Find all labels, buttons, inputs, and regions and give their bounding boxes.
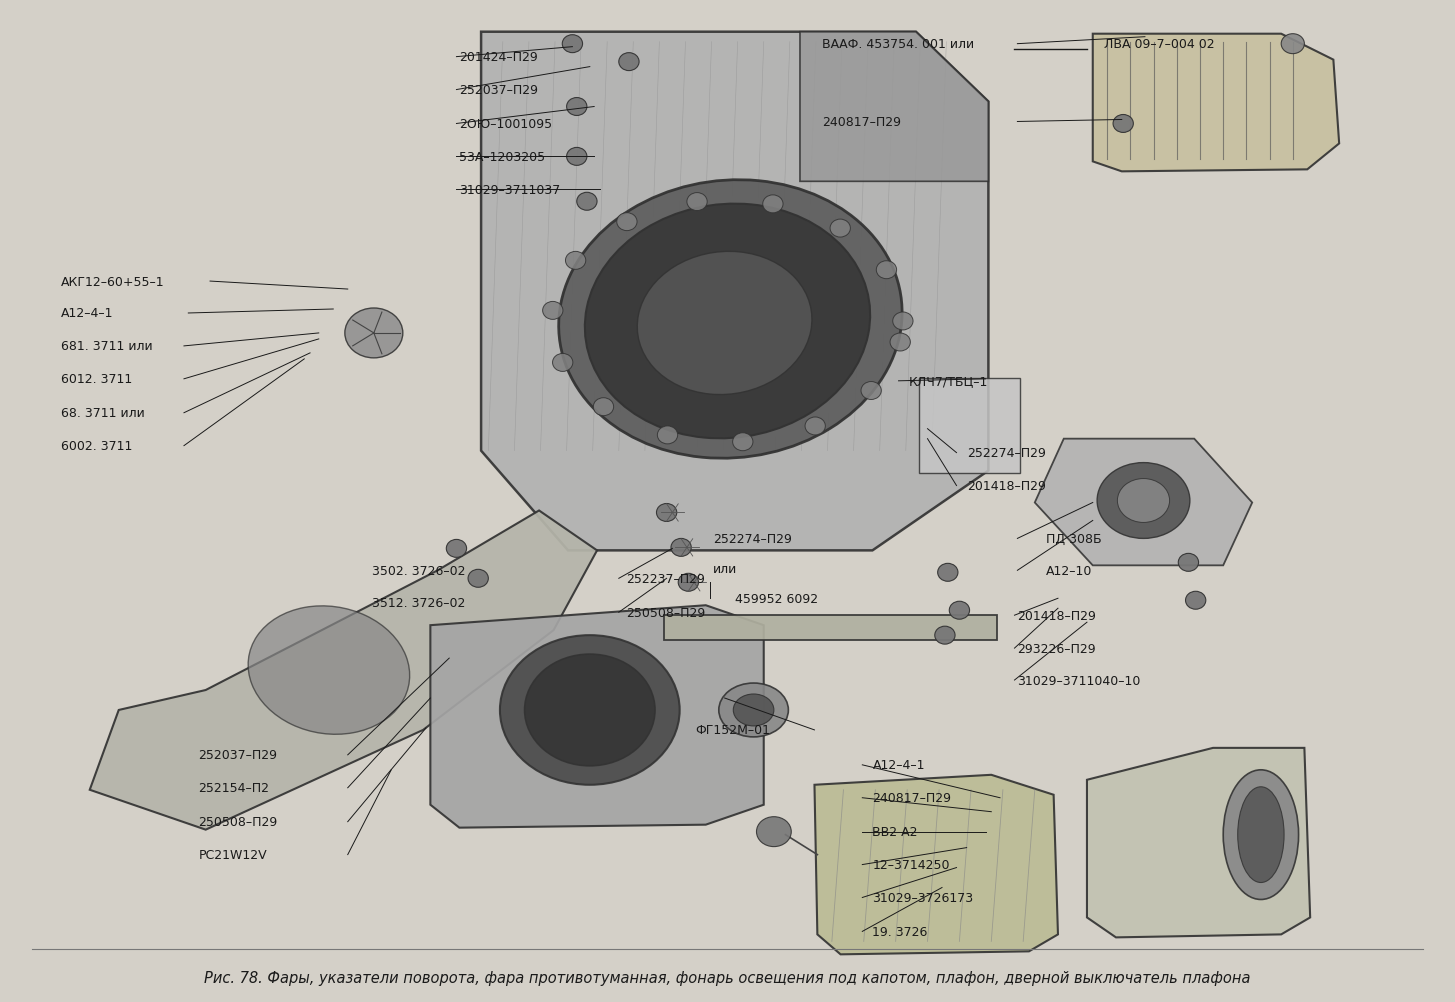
Ellipse shape xyxy=(1179,554,1199,572)
Ellipse shape xyxy=(618,53,639,71)
Ellipse shape xyxy=(757,817,792,847)
Polygon shape xyxy=(1035,439,1253,566)
Ellipse shape xyxy=(831,219,850,237)
Ellipse shape xyxy=(345,309,403,359)
Text: РС21W12V: РС21W12V xyxy=(198,849,268,862)
Ellipse shape xyxy=(937,564,957,582)
Text: 68. 3711 или: 68. 3711 или xyxy=(61,407,144,420)
Text: 12–3714250: 12–3714250 xyxy=(873,858,950,871)
Text: 252274–П29: 252274–П29 xyxy=(966,447,1046,460)
Ellipse shape xyxy=(501,635,679,785)
Polygon shape xyxy=(1087,748,1310,938)
Bar xyxy=(1110,49,1310,154)
Ellipse shape xyxy=(562,36,582,53)
Ellipse shape xyxy=(893,313,914,331)
Ellipse shape xyxy=(687,193,707,211)
Ellipse shape xyxy=(671,539,691,557)
Ellipse shape xyxy=(658,427,678,445)
Ellipse shape xyxy=(762,195,783,213)
Polygon shape xyxy=(1093,35,1339,172)
Text: ЛВА 09–7–004 02: ЛВА 09–7–004 02 xyxy=(1104,38,1215,51)
Ellipse shape xyxy=(1238,787,1285,883)
Bar xyxy=(663,615,997,640)
Text: КЛЧ7/ТБЦ–1: КЛЧ7/ТБЦ–1 xyxy=(909,375,988,388)
Text: 240817–П29: 240817–П29 xyxy=(822,116,901,129)
Ellipse shape xyxy=(553,354,573,372)
Text: А12–4–1: А12–4–1 xyxy=(873,759,925,772)
Text: ПД 308Б: ПД 308Б xyxy=(1046,532,1101,545)
Text: 293226–П29: 293226–П29 xyxy=(1017,642,1096,655)
Text: Рис. 78. Фары, указатели поворота, фара противотуманная, фонарь освещения под ка: Рис. 78. Фары, указатели поворота, фара … xyxy=(204,970,1251,985)
Ellipse shape xyxy=(447,540,467,558)
Ellipse shape xyxy=(678,574,698,591)
Text: 250508–П29: 250508–П29 xyxy=(626,606,706,619)
Ellipse shape xyxy=(594,399,614,416)
Ellipse shape xyxy=(585,204,870,439)
Bar xyxy=(1104,771,1213,910)
Text: 6012. 3711: 6012. 3711 xyxy=(61,373,132,386)
Text: 252237–П29: 252237–П29 xyxy=(626,572,704,585)
Text: 53А–1203205: 53А–1203205 xyxy=(460,150,546,163)
Ellipse shape xyxy=(469,570,489,588)
Ellipse shape xyxy=(1282,35,1304,54)
Ellipse shape xyxy=(566,253,586,271)
Text: 201418–П29: 201418–П29 xyxy=(1017,609,1096,622)
Ellipse shape xyxy=(934,626,954,644)
Text: 31029–3711040–10: 31029–3711040–10 xyxy=(1017,674,1141,686)
Ellipse shape xyxy=(656,504,677,522)
Text: 31029–3726173: 31029–3726173 xyxy=(873,891,973,904)
Text: 252154–П2: 252154–П2 xyxy=(198,782,269,795)
Text: 2ОЮ–1001095: 2ОЮ–1001095 xyxy=(460,118,553,131)
Ellipse shape xyxy=(733,694,774,726)
Text: АКГ12–60+55–1: АКГ12–60+55–1 xyxy=(61,276,164,289)
Text: 252037–П29: 252037–П29 xyxy=(460,84,538,97)
Text: 201418–П29: 201418–П29 xyxy=(966,480,1046,493)
Ellipse shape xyxy=(890,334,911,352)
Text: 3502. 3726–02: 3502. 3726–02 xyxy=(372,564,466,577)
Polygon shape xyxy=(482,33,988,551)
Ellipse shape xyxy=(559,180,902,459)
Ellipse shape xyxy=(249,606,410,734)
Ellipse shape xyxy=(1186,591,1206,609)
Text: 681. 3711 или: 681. 3711 или xyxy=(61,340,153,353)
Text: 240817–П29: 240817–П29 xyxy=(873,792,952,805)
Ellipse shape xyxy=(805,418,825,436)
Polygon shape xyxy=(815,775,1058,954)
Text: 6002. 3711: 6002. 3711 xyxy=(61,440,132,453)
Text: ВВ2 А2: ВВ2 А2 xyxy=(873,826,918,839)
Ellipse shape xyxy=(876,262,896,280)
Ellipse shape xyxy=(861,382,882,400)
Ellipse shape xyxy=(576,193,597,211)
Ellipse shape xyxy=(566,98,586,116)
Ellipse shape xyxy=(525,654,655,767)
Text: А12–10: А12–10 xyxy=(1046,564,1093,577)
Text: или: или xyxy=(713,562,738,575)
Ellipse shape xyxy=(637,253,812,395)
Polygon shape xyxy=(800,33,988,182)
Ellipse shape xyxy=(543,303,563,320)
Ellipse shape xyxy=(617,213,637,231)
Ellipse shape xyxy=(1117,479,1170,523)
Bar xyxy=(918,379,1020,473)
Ellipse shape xyxy=(1097,463,1190,539)
Ellipse shape xyxy=(1224,771,1298,900)
Ellipse shape xyxy=(949,601,969,619)
Ellipse shape xyxy=(719,683,789,737)
Text: ФГ152М–01: ФГ152М–01 xyxy=(695,723,771,736)
Text: 31029–3711037: 31029–3711037 xyxy=(460,183,560,196)
Text: 201424–П29: 201424–П29 xyxy=(460,51,538,64)
Text: 3512. 3726–02: 3512. 3726–02 xyxy=(372,596,466,609)
Text: 19. 3726: 19. 3726 xyxy=(873,925,928,938)
Polygon shape xyxy=(90,511,597,830)
Ellipse shape xyxy=(733,433,752,451)
Text: 459952 6092: 459952 6092 xyxy=(735,592,818,605)
Text: ВААФ. 453754. 001 или: ВААФ. 453754. 001 или xyxy=(822,38,973,51)
Ellipse shape xyxy=(566,148,586,166)
Ellipse shape xyxy=(1113,115,1133,133)
Polygon shape xyxy=(431,605,764,828)
Text: 250508–П29: 250508–П29 xyxy=(198,816,278,829)
Text: 252037–П29: 252037–П29 xyxy=(198,748,278,762)
Text: А12–4–1: А12–4–1 xyxy=(61,308,113,321)
Text: 252274–П29: 252274–П29 xyxy=(713,532,792,545)
